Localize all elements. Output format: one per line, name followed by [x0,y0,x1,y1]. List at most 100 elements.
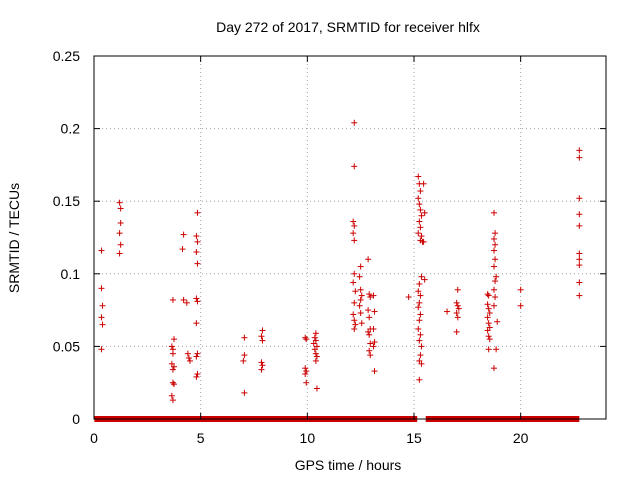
data-point [371,339,378,346]
data-point [180,296,187,303]
data-point [418,233,425,240]
data-point [492,294,499,301]
data-point [365,256,372,263]
data-point [116,199,123,206]
data-point [491,365,497,372]
data-point [371,308,378,315]
data-point [312,350,319,357]
data-point [241,334,248,341]
data-point [98,314,105,321]
data-point [185,355,192,362]
data-point [417,331,424,338]
data-point [302,334,309,341]
data-point [418,212,425,219]
data-point [311,334,318,341]
data-point [350,218,357,225]
data-point [491,247,497,254]
x-tick-label: 0 [90,430,98,446]
data-point [183,299,190,306]
data-point [350,311,357,318]
data-point [303,379,310,386]
data-point [356,302,363,309]
data-point [365,307,372,314]
data-point [171,381,177,388]
data-point [453,310,460,317]
data-point [169,397,176,404]
data-point [420,180,427,187]
data-point [576,262,583,269]
data-point [370,325,377,332]
data-point [485,305,492,312]
data-point [484,327,491,334]
data-point [303,336,310,343]
data-point [416,376,423,383]
data-point [417,311,424,318]
data-point [259,362,266,369]
data-point [576,222,583,229]
data-point [415,230,422,237]
data-point [485,320,492,327]
data-point [193,353,200,360]
data-point [415,288,422,295]
y-tick-label: 0.2 [61,121,81,137]
data-point [417,292,424,299]
data-point [486,336,493,343]
data-point [454,302,461,309]
data-point [169,350,176,357]
data-point [116,230,123,237]
data-point [193,295,200,302]
data-point [416,201,423,208]
data-point [366,347,373,354]
data-point [194,298,201,305]
data-point [576,147,583,154]
data-point [241,352,248,359]
data-point [517,286,524,293]
data-point [485,292,492,299]
data-points [98,119,583,404]
data-point [416,218,423,225]
data-point [351,119,358,126]
data-point [171,363,177,370]
data-point [168,343,175,350]
data-point [117,241,124,248]
data-point [171,336,177,343]
data-point [453,328,460,335]
y-tick-label: 0.05 [53,338,80,354]
data-point [302,370,309,377]
data-point [418,343,425,350]
data-point [491,209,497,216]
data-point [312,357,319,364]
x-tick-label: 5 [197,430,205,446]
data-point [371,368,378,375]
x-tick-label: 15 [406,430,422,446]
data-point [351,325,358,332]
data-point [366,291,373,298]
x-tick-labels: 0 5 10 15 20 [90,430,529,446]
data-point [416,299,423,306]
data-point [357,296,364,303]
data-point [117,205,124,212]
data-point [258,366,265,373]
data-point [193,233,200,240]
data-point [484,291,491,298]
data-point [169,379,176,386]
data-point [258,333,265,340]
data-point [313,353,320,360]
x-axis-label: GPS time / hours [295,457,402,473]
data-point [351,222,358,229]
data-point [351,317,358,324]
data-point [366,331,373,338]
data-point [179,246,186,253]
data-point [420,238,427,245]
y-tick-label: 0.25 [53,48,80,64]
data-point [98,285,105,292]
data-point [417,206,424,213]
data-point [421,209,428,216]
data-point [416,337,423,344]
data-point [258,359,265,366]
data-point [240,357,247,364]
data-point [484,301,491,308]
data-point [492,256,499,263]
data-point [405,294,412,301]
